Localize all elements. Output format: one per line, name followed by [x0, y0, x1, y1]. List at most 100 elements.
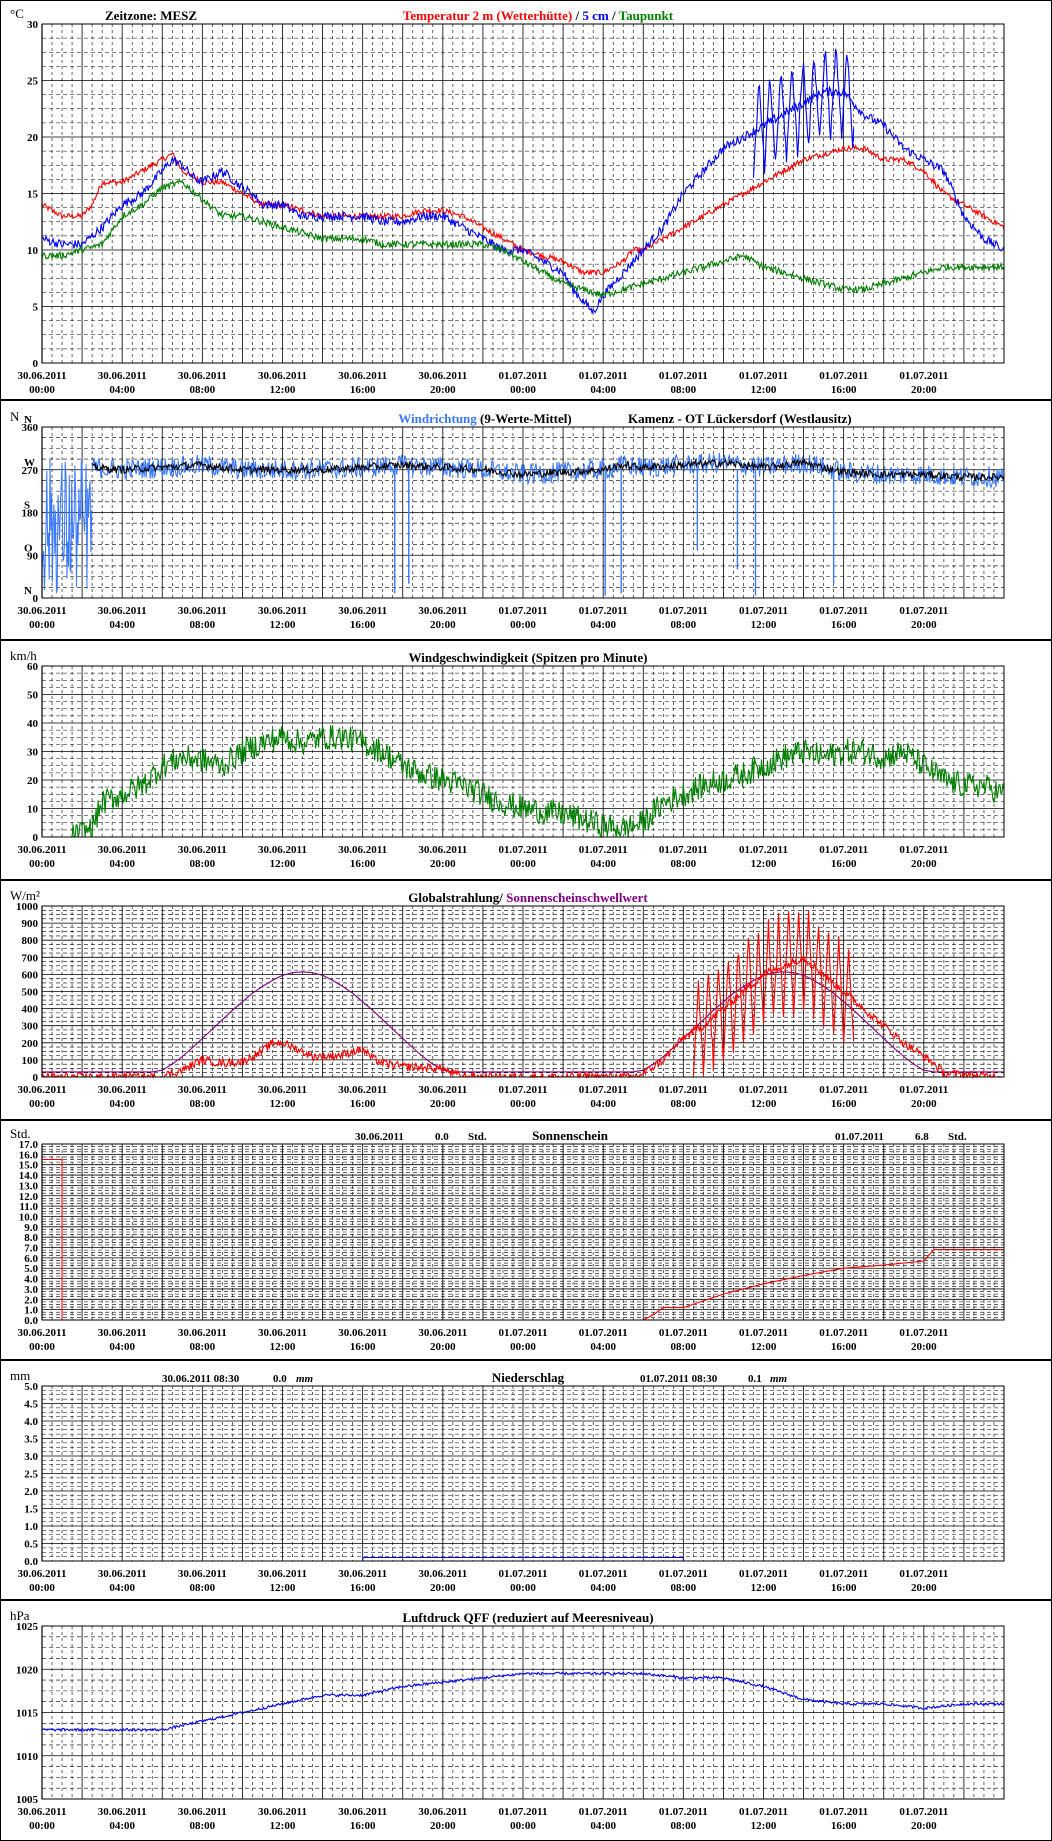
- x-tick-time: 08:00: [189, 619, 215, 631]
- x-tick-time: 08:00: [189, 1098, 215, 1110]
- title-part: /: [572, 8, 582, 23]
- x-tick-time: 00:00: [29, 1341, 55, 1353]
- x-tick-date: 30.06.2011: [18, 1806, 67, 1818]
- x-tick-date: 30.06.2011: [18, 1327, 67, 1339]
- info-unit: mm: [770, 1373, 788, 1385]
- x-tick-time: 04:00: [109, 619, 135, 631]
- x-tick-time: 12:00: [751, 1341, 777, 1353]
- x-tick-time: 12:00: [751, 858, 777, 870]
- grid: [41, 1625, 1005, 1800]
- x-tick-date: 01.07.2011: [739, 370, 788, 382]
- x-tick-time: 16:00: [831, 1098, 857, 1110]
- x-tick-date: 01.07.2011: [579, 1084, 628, 1096]
- x-tick-time: 04:00: [590, 1341, 616, 1353]
- x-tick-date: 30.06.2011: [338, 1084, 387, 1096]
- x-tick-date: 01.07.2011: [739, 1084, 788, 1096]
- x-tick-time: 04:00: [590, 858, 616, 870]
- x-tick-time: 04:00: [590, 384, 616, 396]
- x-tick-time: 20:00: [911, 384, 937, 396]
- info-value: 6.8: [915, 1131, 929, 1143]
- x-tick-time: 08:00: [189, 1820, 215, 1832]
- x-tick-date: 01.07.2011: [899, 605, 948, 617]
- x-tick-date: 30.06.2011: [338, 1806, 387, 1818]
- x-tick-time: 04:00: [590, 1582, 616, 1594]
- title-part: 5 cm: [582, 8, 609, 23]
- y-tick-label: 5.0: [24, 1263, 38, 1275]
- title-part: Sonnenschein: [532, 1128, 609, 1143]
- x-tick-date: 01.07.2011: [819, 1568, 868, 1580]
- x-tick-time: 20:00: [430, 384, 456, 396]
- x-tick-date: 30.06.2011: [98, 1084, 147, 1096]
- info-date: 30.06.2011 08:30: [162, 1373, 240, 1385]
- x-tick-time: 16:00: [831, 1582, 857, 1594]
- x-tick-date: 01.07.2011: [819, 370, 868, 382]
- y-tick-label: 40: [27, 718, 39, 730]
- x-tick-date: 01.07.2011: [579, 1806, 628, 1818]
- panel-wdir: N360W270S180O90N0N30.06.201100:0030.06.2…: [0, 400, 1052, 640]
- y-tick-label: 12.0: [19, 1191, 39, 1203]
- y-tick-label: 300: [22, 1021, 39, 1033]
- y-tick-label: 2.0: [24, 1486, 38, 1498]
- x-tick-time: 12:00: [270, 1341, 296, 1353]
- x-tick-date: 01.07.2011: [579, 1327, 628, 1339]
- x-tick-time: 00:00: [510, 1341, 536, 1353]
- y-tick-label: 20: [27, 775, 39, 787]
- y-tick-label: 9.0: [24, 1222, 38, 1234]
- x-tick-date: 01.07.2011: [739, 1327, 788, 1339]
- y-unit: W/m²: [10, 888, 40, 903]
- plot-area: [71, 725, 1005, 839]
- y-tick-label: 100: [22, 1055, 39, 1067]
- x-tick-time: 08:00: [670, 1582, 696, 1594]
- y-unit: km/h: [10, 648, 37, 663]
- series-temp-variability: [752, 48, 855, 178]
- chart-title: Luftdruck QFF (reduziert auf Meeresnivea…: [402, 1610, 653, 1625]
- y-tick-label: 0.5: [24, 1539, 38, 1551]
- x-tick-date: 30.06.2011: [98, 605, 147, 617]
- y-tick-label: 0: [33, 358, 39, 370]
- plot-frame: [41, 426, 1005, 599]
- x-tick-date: 30.06.2011: [178, 370, 227, 382]
- x-tick-time: 20:00: [430, 619, 456, 631]
- x-tick-date: 30.06.2011: [338, 1568, 387, 1580]
- x-tick-date: 01.07.2011: [819, 844, 868, 856]
- x-tick-time: 04:00: [109, 858, 135, 870]
- x-tick-date: 01.07.2011: [899, 1084, 948, 1096]
- x-tick-date: 01.07.2011: [819, 1806, 868, 1818]
- x-tick-time: 04:00: [590, 1098, 616, 1110]
- title-part: Temperatur 2 m (Wetterhütte): [403, 8, 572, 23]
- info-date: 30.06.2011: [355, 1131, 404, 1143]
- y-tick-label: 0: [33, 593, 39, 605]
- series-temp-1: [42, 85, 1005, 314]
- y-tick-label: 270: [22, 465, 39, 477]
- x-tick-date: 30.06.2011: [18, 605, 67, 617]
- plot-area: [41, 452, 1005, 596]
- y-tick-label: 20: [27, 132, 39, 144]
- x-tick-date: 01.07.2011: [899, 844, 948, 856]
- y-tick-label: 360: [22, 422, 39, 434]
- x-tick-time: 04:00: [109, 1820, 135, 1832]
- info-unit: Std.: [948, 1131, 967, 1143]
- y-tick-label: 1020: [16, 1664, 39, 1676]
- x-tick-time: 20:00: [430, 858, 456, 870]
- x-tick-date: 01.07.2011: [899, 1806, 948, 1818]
- x-tick-time: 00:00: [29, 858, 55, 870]
- plot-frame: [41, 1625, 1005, 1800]
- x-tick-date: 30.06.2011: [98, 844, 147, 856]
- x-tick-date: 30.06.2011: [418, 1327, 467, 1339]
- series-rad-0: [42, 971, 1004, 1073]
- x-tick-date: 30.06.2011: [258, 1327, 307, 1339]
- x-tick-time: 16:00: [350, 619, 376, 631]
- x-tick-time: 12:00: [751, 384, 777, 396]
- title-part: Windgeschwindigkeit (Spitzen pro Minute): [409, 650, 648, 665]
- y-label: O: [24, 542, 33, 554]
- series-wdir-1: [91, 458, 1005, 483]
- x-tick-time: 20:00: [911, 858, 937, 870]
- x-tick-time: 20:00: [430, 1582, 456, 1594]
- y-tick-label: 1015: [16, 1708, 39, 1720]
- x-tick-date: 30.06.2011: [178, 1806, 227, 1818]
- x-tick-time: 20:00: [911, 1820, 937, 1832]
- x-tick-date: 30.06.2011: [178, 844, 227, 856]
- x-tick-time: 00:00: [510, 619, 536, 631]
